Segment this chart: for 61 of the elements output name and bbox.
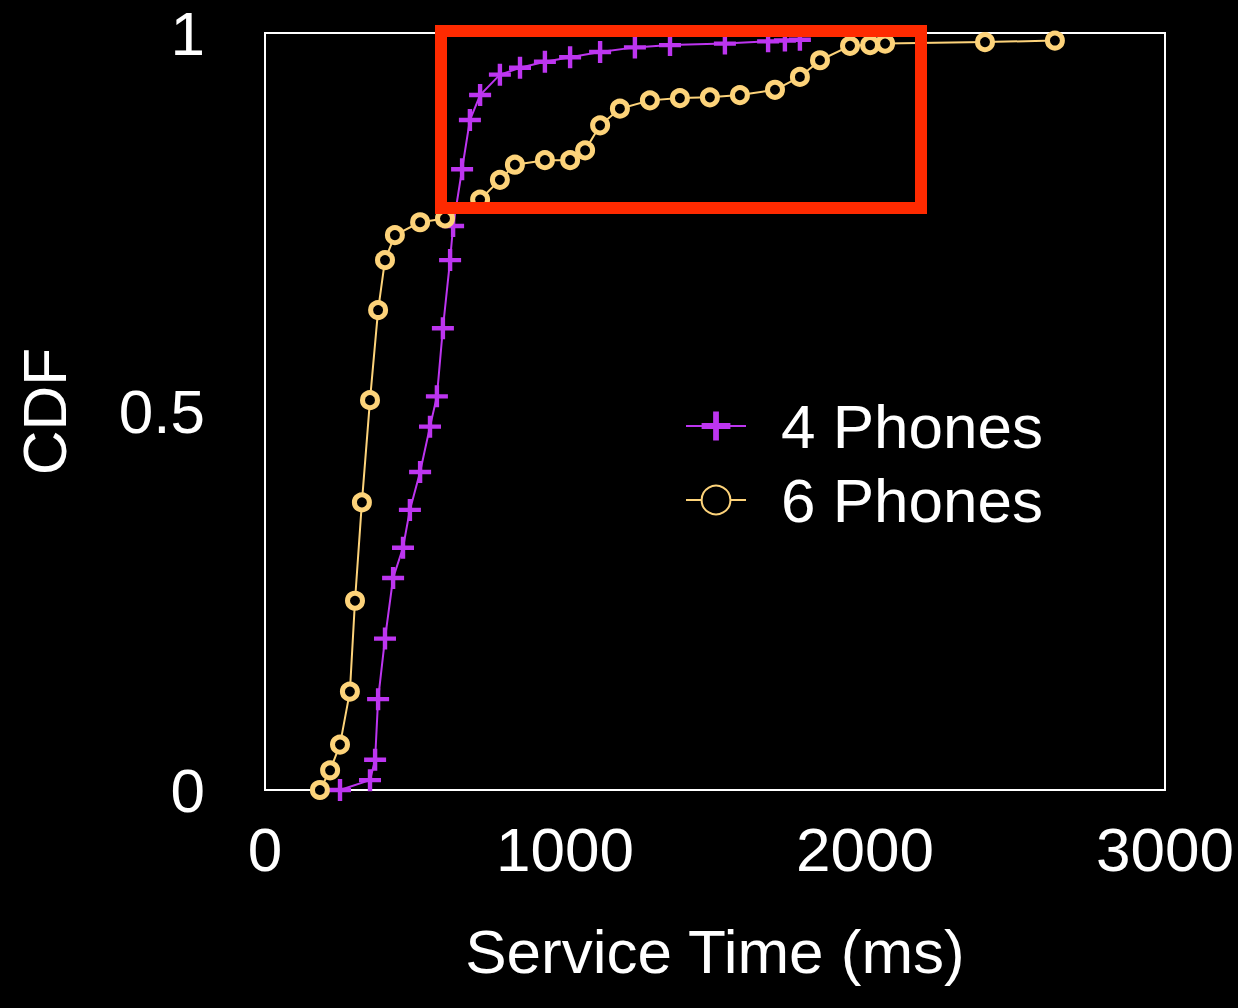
point — [425, 385, 448, 408]
point — [559, 46, 582, 69]
point — [840, 35, 860, 56]
point — [533, 50, 556, 73]
point — [410, 212, 431, 233]
point — [382, 567, 405, 590]
point — [810, 50, 830, 71]
point — [431, 317, 454, 340]
x-tick-label: 2000 — [796, 814, 934, 884]
point — [368, 300, 389, 321]
point — [339, 681, 360, 702]
point — [360, 390, 380, 411]
x-tick-label: 1000 — [496, 814, 634, 884]
point — [451, 158, 474, 181]
point — [409, 461, 432, 484]
point — [375, 250, 395, 271]
point — [469, 84, 492, 107]
y-tick-label: 0 — [170, 755, 205, 825]
point — [419, 415, 441, 438]
x-tick-label: 3000 — [1096, 814, 1234, 884]
point — [359, 769, 381, 792]
point — [1044, 30, 1065, 51]
x-tick-label: 0 — [247, 814, 283, 884]
point — [374, 627, 396, 650]
point — [364, 748, 387, 771]
y-tick-label: 1 — [170, 0, 205, 68]
point — [669, 88, 690, 109]
y-axis-title: CDF — [9, 347, 79, 476]
point — [345, 590, 365, 611]
point — [589, 40, 612, 63]
point — [329, 779, 351, 801]
point — [488, 63, 511, 86]
point — [398, 498, 421, 521]
point — [609, 98, 630, 119]
point — [623, 36, 646, 59]
point — [975, 32, 995, 53]
point — [439, 249, 462, 272]
point — [509, 56, 531, 79]
point — [560, 150, 581, 171]
point — [309, 780, 330, 800]
legend-label: 6 Phones — [781, 465, 1044, 535]
legend-label: 4 Phones — [781, 391, 1044, 461]
point — [489, 169, 510, 190]
point — [789, 66, 810, 87]
point — [320, 760, 341, 781]
point — [729, 85, 750, 106]
point — [458, 109, 481, 132]
point — [575, 140, 596, 161]
point — [351, 492, 372, 513]
point — [392, 536, 414, 559]
point — [367, 688, 390, 711]
y-tick-label: 0.5 — [118, 377, 205, 446]
point — [590, 115, 611, 136]
point — [765, 79, 785, 100]
point — [384, 225, 405, 246]
x-axis-title: Service Time (ms) — [465, 916, 965, 986]
point — [504, 154, 525, 175]
point — [699, 87, 720, 108]
point — [330, 734, 350, 755]
point — [534, 150, 555, 171]
point — [639, 90, 660, 111]
